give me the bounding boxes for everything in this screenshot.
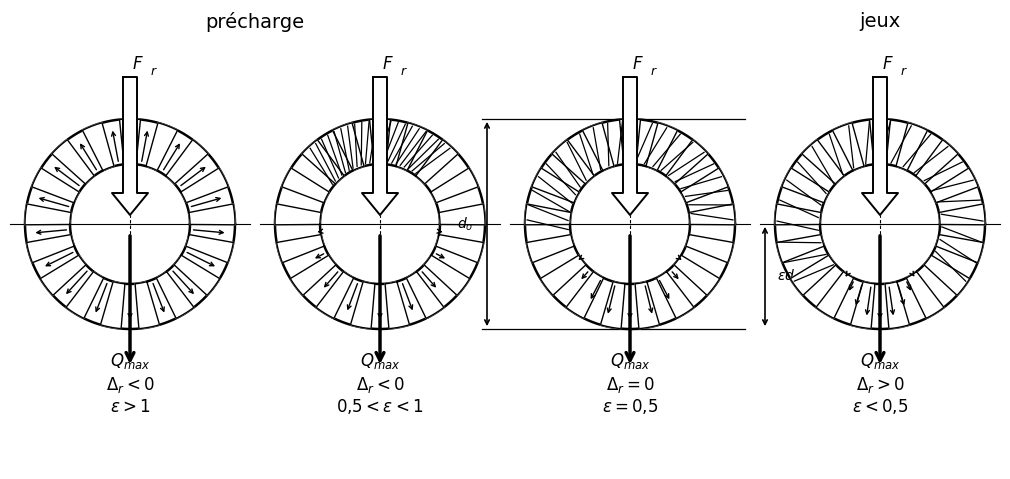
Text: $r$: $r$ xyxy=(150,65,158,78)
Polygon shape xyxy=(916,140,958,184)
Polygon shape xyxy=(924,255,970,296)
Text: $\Delta_r<0$: $\Delta_r<0$ xyxy=(356,375,404,395)
Polygon shape xyxy=(870,119,891,164)
Text: $r$: $r$ xyxy=(650,65,658,78)
Polygon shape xyxy=(83,123,114,171)
Text: $\varepsilon<0{,}5$: $\varepsilon<0{,}5$ xyxy=(851,398,908,417)
Text: $r$: $r$ xyxy=(400,65,408,78)
Polygon shape xyxy=(112,77,148,215)
Text: $r$: $r$ xyxy=(900,65,908,78)
Polygon shape xyxy=(396,123,427,171)
Polygon shape xyxy=(906,272,944,319)
Polygon shape xyxy=(275,204,321,225)
Polygon shape xyxy=(816,272,853,319)
Polygon shape xyxy=(101,282,125,329)
Polygon shape xyxy=(646,123,678,171)
Polygon shape xyxy=(931,168,979,203)
Polygon shape xyxy=(406,272,444,319)
Polygon shape xyxy=(181,168,228,203)
Polygon shape xyxy=(777,235,824,262)
Polygon shape xyxy=(119,119,140,164)
Polygon shape xyxy=(583,123,614,171)
Polygon shape xyxy=(135,282,160,329)
Polygon shape xyxy=(635,282,660,329)
Polygon shape xyxy=(936,235,984,262)
Polygon shape xyxy=(540,255,586,296)
Polygon shape xyxy=(525,204,571,225)
Polygon shape xyxy=(775,204,821,225)
Text: $Q_{max}$: $Q_{max}$ xyxy=(110,351,150,371)
Text: $\varepsilon d_o$: $\varepsilon d_o$ xyxy=(777,268,801,285)
Polygon shape xyxy=(526,235,575,262)
Polygon shape xyxy=(277,235,324,262)
Polygon shape xyxy=(157,272,194,319)
Polygon shape xyxy=(174,255,220,296)
Polygon shape xyxy=(532,168,579,203)
Polygon shape xyxy=(601,282,625,329)
Polygon shape xyxy=(146,123,178,171)
Polygon shape xyxy=(25,204,71,225)
Polygon shape xyxy=(290,255,336,296)
Polygon shape xyxy=(802,140,844,184)
Polygon shape xyxy=(332,123,364,171)
Text: $\Delta_r = 0$: $\Delta_r = 0$ xyxy=(606,375,654,395)
Polygon shape xyxy=(439,204,485,225)
Polygon shape xyxy=(782,168,829,203)
Polygon shape xyxy=(850,282,875,329)
Polygon shape xyxy=(186,235,233,262)
Polygon shape xyxy=(566,272,604,319)
Polygon shape xyxy=(862,77,898,215)
Text: $F$: $F$ xyxy=(382,55,394,73)
Polygon shape xyxy=(385,282,409,329)
Polygon shape xyxy=(350,282,375,329)
Polygon shape xyxy=(681,168,728,203)
Polygon shape xyxy=(790,255,836,296)
Polygon shape xyxy=(619,119,640,164)
Polygon shape xyxy=(316,272,354,319)
Polygon shape xyxy=(370,119,391,164)
Text: $\varepsilon=0{,}5$: $\varepsilon=0{,}5$ xyxy=(602,398,659,417)
Text: $d_o$: $d_o$ xyxy=(457,215,473,233)
Text: $\varepsilon>1$: $\varepsilon>1$ xyxy=(110,398,150,416)
Polygon shape xyxy=(551,140,594,184)
Polygon shape xyxy=(282,168,329,203)
Polygon shape xyxy=(52,140,94,184)
Text: jeux: jeux xyxy=(860,12,901,31)
Polygon shape xyxy=(431,168,478,203)
Polygon shape xyxy=(686,235,733,262)
Text: $\Delta_r>0$: $\Delta_r>0$ xyxy=(855,375,904,395)
Text: précharge: précharge xyxy=(205,12,305,32)
Polygon shape xyxy=(416,140,459,184)
Text: $\Delta_r<0$: $\Delta_r<0$ xyxy=(106,375,155,395)
Polygon shape xyxy=(832,123,864,171)
Polygon shape xyxy=(689,204,735,225)
Polygon shape xyxy=(302,140,344,184)
Polygon shape xyxy=(26,235,74,262)
Polygon shape xyxy=(939,204,985,225)
Text: $Q_{max}$: $Q_{max}$ xyxy=(860,351,900,371)
Text: $F$: $F$ xyxy=(632,55,643,73)
Polygon shape xyxy=(424,255,470,296)
Polygon shape xyxy=(656,272,694,319)
Polygon shape xyxy=(40,255,86,296)
Polygon shape xyxy=(666,140,708,184)
Polygon shape xyxy=(435,235,484,262)
Polygon shape xyxy=(66,272,104,319)
Text: $Q_{max}$: $Q_{max}$ xyxy=(360,351,400,371)
Polygon shape xyxy=(885,282,909,329)
Text: $F$: $F$ xyxy=(132,55,143,73)
Polygon shape xyxy=(31,168,79,203)
Polygon shape xyxy=(612,77,648,215)
Polygon shape xyxy=(674,255,720,296)
Polygon shape xyxy=(166,140,208,184)
Text: $Q_{max}$: $Q_{max}$ xyxy=(610,351,650,371)
Text: $0{,}5<\varepsilon<1$: $0{,}5<\varepsilon<1$ xyxy=(336,398,423,417)
Polygon shape xyxy=(896,123,927,171)
Polygon shape xyxy=(189,204,235,225)
Text: $F$: $F$ xyxy=(882,55,894,73)
Polygon shape xyxy=(362,77,398,215)
